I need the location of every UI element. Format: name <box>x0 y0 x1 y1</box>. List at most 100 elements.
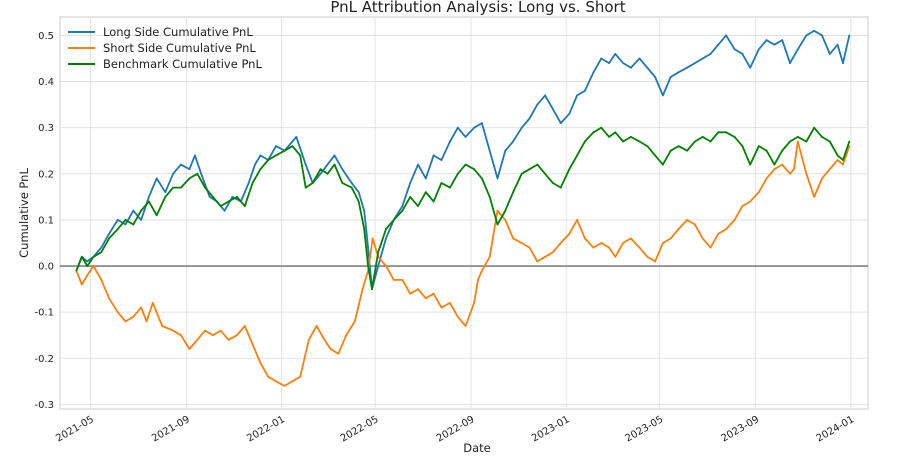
data-point <box>247 182 250 184</box>
data-point <box>307 338 310 341</box>
data-point <box>204 186 207 189</box>
data-point <box>614 131 617 134</box>
data-point <box>311 182 314 184</box>
data-point <box>100 279 103 281</box>
data-point <box>622 242 624 244</box>
data-point <box>259 154 262 157</box>
data-point <box>512 237 514 240</box>
data-point <box>212 334 214 337</box>
y-tick-label: 0.5 <box>38 31 54 42</box>
data-point <box>180 163 182 166</box>
y-tick-label: -0.1 <box>34 308 54 319</box>
data-point <box>223 209 226 212</box>
data-point <box>151 302 154 304</box>
data-point <box>464 163 467 166</box>
data-point <box>401 205 404 208</box>
series-line <box>75 126 851 290</box>
data-point <box>608 62 610 64</box>
data-point <box>299 375 302 378</box>
data-point <box>100 251 103 254</box>
data-point <box>449 186 451 189</box>
data-point <box>124 223 127 226</box>
data-point <box>584 140 586 143</box>
data-point <box>496 209 499 212</box>
data-point <box>836 159 839 161</box>
data-point <box>630 136 632 138</box>
data-point <box>353 320 356 323</box>
data-point <box>326 163 329 166</box>
data-point <box>440 306 443 309</box>
data-point <box>456 315 459 318</box>
data-point <box>544 172 546 175</box>
data-point <box>267 375 270 378</box>
data-point <box>781 149 784 152</box>
y-tick-label: -0.2 <box>34 354 54 365</box>
data-point <box>504 219 507 221</box>
data-point <box>341 168 344 171</box>
data-point <box>725 131 727 134</box>
data-point <box>504 209 507 212</box>
data-point <box>367 246 369 249</box>
data-point <box>765 177 768 180</box>
data-point <box>614 53 617 55</box>
data-point <box>662 163 664 166</box>
data-point <box>646 145 649 148</box>
data-point <box>559 122 562 124</box>
data-point <box>323 338 326 341</box>
data-point <box>592 246 595 249</box>
data-point <box>741 53 744 55</box>
data-point <box>600 242 603 244</box>
data-point <box>477 279 479 281</box>
data-point <box>481 122 483 124</box>
data-point <box>528 168 531 171</box>
data-point <box>828 168 831 171</box>
data-point <box>789 140 791 143</box>
data-point <box>86 274 89 277</box>
x-tick-label: 2024-01 <box>815 414 857 444</box>
data-point <box>275 154 277 157</box>
data-point <box>733 136 736 138</box>
data-point <box>145 320 148 323</box>
data-point <box>608 246 610 249</box>
data-point <box>725 34 727 37</box>
data-point <box>417 288 419 290</box>
data-point <box>677 71 680 74</box>
y-tick-label: 0.0 <box>38 262 54 273</box>
data-point <box>124 320 127 323</box>
data-point <box>337 352 340 355</box>
data-point <box>584 237 586 240</box>
data-point <box>108 237 110 240</box>
data-point <box>749 66 752 69</box>
data-point <box>630 237 632 240</box>
data-point <box>686 219 688 221</box>
data-point <box>796 136 799 138</box>
data-point <box>357 191 360 194</box>
data-point <box>75 269 78 272</box>
data-point <box>757 191 760 194</box>
data-point <box>592 71 595 74</box>
data-point <box>773 163 776 166</box>
data-point <box>291 140 294 143</box>
data-point <box>227 200 230 203</box>
data-point <box>304 186 307 189</box>
y-tick-label: 0.4 <box>38 77 54 88</box>
data-point <box>259 362 262 364</box>
data-point <box>473 126 475 129</box>
data-point <box>614 255 617 258</box>
data-point <box>473 168 475 171</box>
data-point <box>520 172 523 175</box>
data-point <box>773 43 776 46</box>
legend-label: Long Side Cumulative PnL <box>103 25 253 39</box>
data-point <box>392 279 395 281</box>
data-point <box>200 172 203 175</box>
data-point <box>608 136 610 138</box>
data-point <box>132 223 135 226</box>
data-point <box>765 149 768 152</box>
data-point <box>638 57 641 60</box>
data-point <box>155 214 158 217</box>
data-point <box>172 186 175 189</box>
series-2 <box>75 126 851 290</box>
data-point <box>92 255 95 258</box>
legend-label: Short Side Cumulative PnL <box>103 41 256 55</box>
data-point <box>552 251 554 254</box>
